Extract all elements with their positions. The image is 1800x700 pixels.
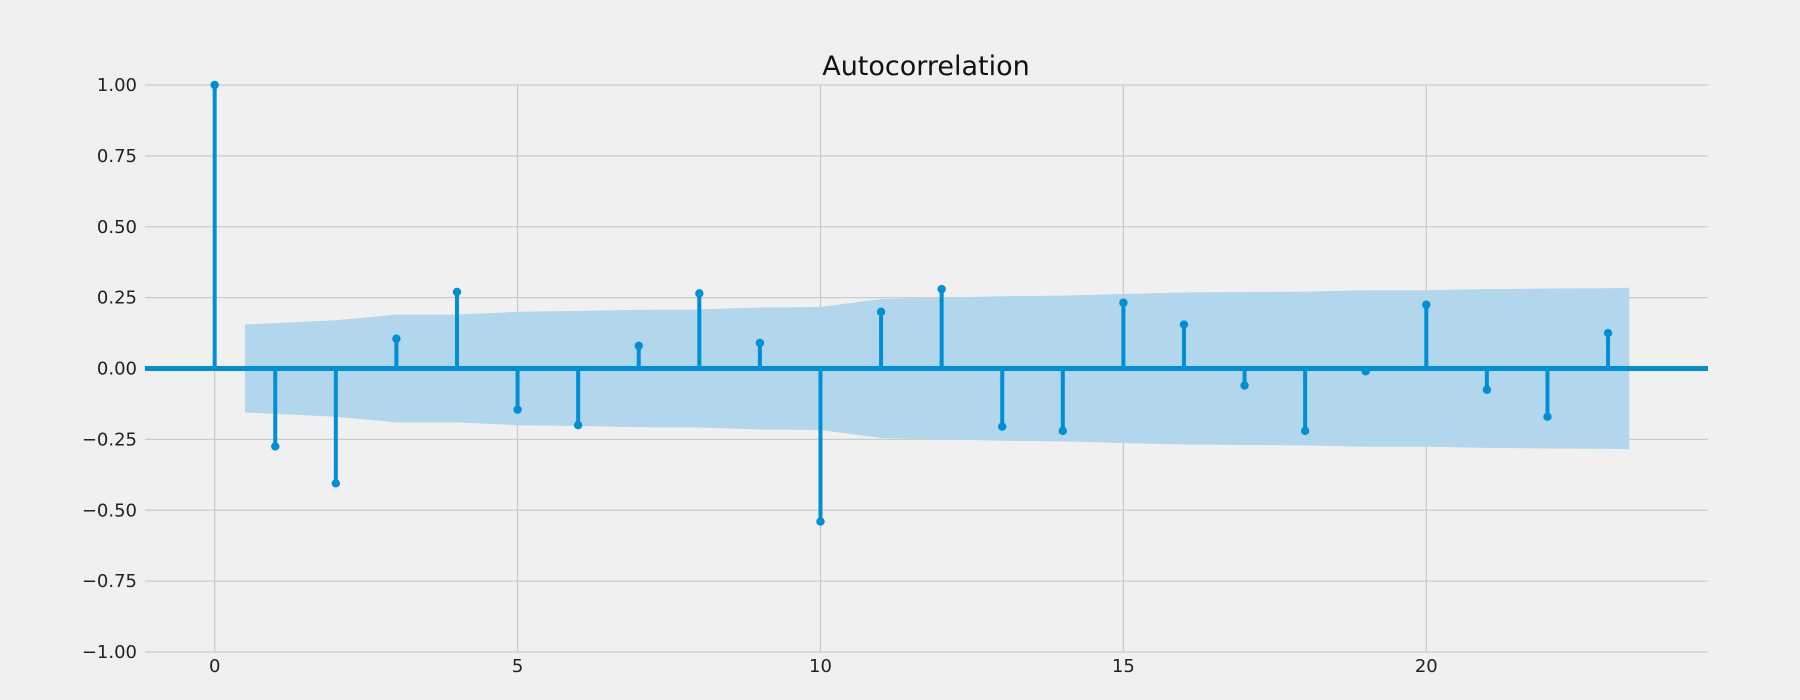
y-tick-label: 0.50 — [97, 217, 137, 238]
y-tick-label: 1.00 — [97, 75, 137, 96]
acf-point-lag-7 — [634, 341, 643, 351]
acf-point-lag-3 — [392, 334, 401, 343]
acf-point-lag-15 — [1119, 298, 1128, 307]
acf-point-lag-22 — [1543, 412, 1552, 421]
acf-point-lag-17 — [1240, 381, 1249, 390]
acf-point-lag-11 — [876, 307, 886, 316]
y-tick-label: 0.00 — [97, 359, 137, 380]
x-tick-label: 20 — [1415, 656, 1438, 677]
acf-point-lag-12 — [937, 284, 946, 294]
x-tick-label: 5 — [512, 656, 523, 677]
acf-point-lag-1 — [271, 442, 280, 451]
acf-point-lag-6 — [573, 421, 583, 430]
y-tick-label: −0.50 — [82, 500, 137, 521]
acf-point-lag-2 — [331, 479, 341, 488]
y-tick-label: −1.00 — [82, 642, 137, 663]
acf-point-lag-13 — [998, 422, 1007, 431]
acf-point-lag-19 — [1361, 367, 1370, 376]
acf-point-lag-14 — [1058, 426, 1068, 436]
stem-layer — [210, 80, 1613, 526]
y-tick-label: −0.25 — [82, 429, 137, 450]
acf-point-lag-23 — [1603, 328, 1613, 338]
y-tick-label: 0.75 — [97, 146, 137, 167]
acf-point-lag-0 — [210, 80, 219, 90]
acf-point-lag-4 — [452, 287, 462, 297]
acf-point-lag-16 — [1179, 320, 1189, 329]
acf-point-lag-8 — [695, 289, 704, 298]
y-tick-label: −0.75 — [82, 571, 137, 592]
acf-point-lag-5 — [513, 405, 522, 414]
acf-point-lag-18 — [1300, 426, 1310, 436]
x-tick-label: 10 — [809, 656, 832, 677]
acf-point-lag-21 — [1482, 385, 1492, 394]
acf-point-lag-10 — [816, 517, 825, 526]
acf-point-lag-20 — [1422, 300, 1431, 309]
y-tick-label: 0.25 — [97, 288, 137, 309]
x-tick-label: 0 — [209, 656, 220, 677]
tick-label-layer: 1.00 0.75 0.50 0.25 0.00 −0.25 −0.50 −0.75 −1.00… — [82, 75, 1438, 677]
x-tick-label: 15 — [1112, 656, 1135, 677]
chart-title: Autocorrelation — [822, 51, 1030, 82]
acf-point-lag-9 — [755, 338, 765, 348]
